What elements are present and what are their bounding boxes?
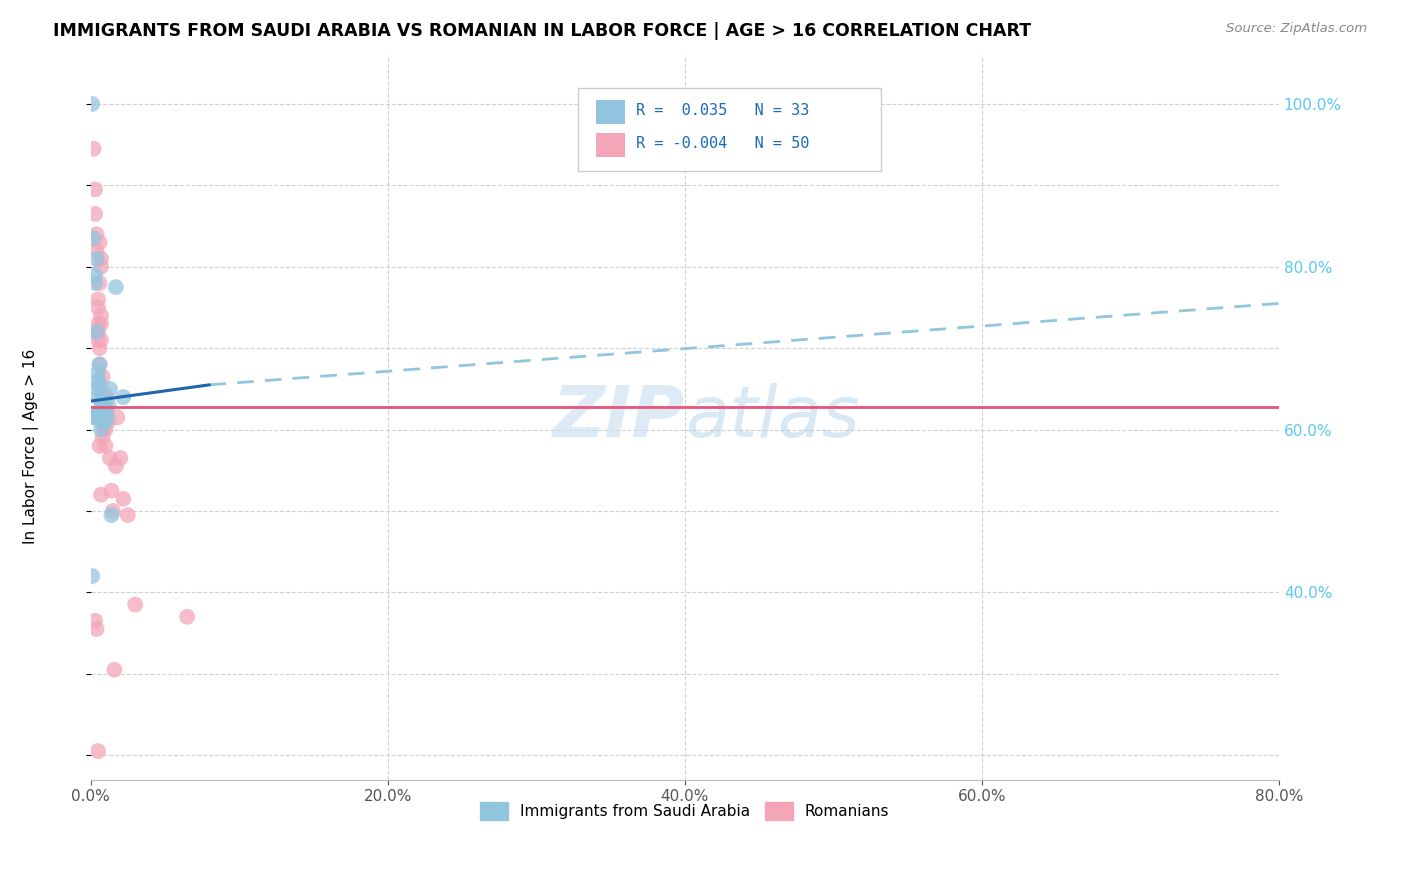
Point xyxy=(100,483,122,498)
Text: ZIP: ZIP xyxy=(553,383,685,452)
Point xyxy=(124,598,146,612)
FancyBboxPatch shape xyxy=(578,87,880,171)
Point xyxy=(86,252,108,266)
Point xyxy=(110,451,132,466)
Point xyxy=(90,252,112,266)
Point xyxy=(98,382,121,396)
Point xyxy=(87,333,110,347)
Point xyxy=(94,394,117,409)
Point xyxy=(86,325,108,339)
Point xyxy=(91,406,114,420)
Point xyxy=(91,394,114,409)
Point xyxy=(105,410,128,425)
Point xyxy=(83,410,105,425)
Point xyxy=(87,301,110,315)
Point xyxy=(83,142,105,156)
Point xyxy=(84,207,107,221)
Point xyxy=(84,410,107,425)
Point xyxy=(93,414,115,428)
Point xyxy=(90,410,112,425)
Point xyxy=(94,402,117,417)
FancyBboxPatch shape xyxy=(596,100,626,124)
Text: atlas: atlas xyxy=(685,383,859,452)
Text: In Labor Force | Age > 16: In Labor Force | Age > 16 xyxy=(22,349,39,543)
Point xyxy=(93,406,115,420)
Point xyxy=(84,182,107,196)
Point xyxy=(117,508,139,522)
Point xyxy=(112,390,135,404)
Point xyxy=(87,317,110,331)
Point xyxy=(91,398,114,412)
Point xyxy=(90,317,112,331)
Point xyxy=(93,406,115,420)
Point xyxy=(94,423,117,437)
Point xyxy=(90,488,112,502)
Text: Source: ZipAtlas.com: Source: ZipAtlas.com xyxy=(1226,22,1367,36)
Point xyxy=(112,491,135,506)
Point xyxy=(89,358,111,372)
Point xyxy=(93,394,115,409)
Point xyxy=(84,276,107,290)
Point xyxy=(101,504,124,518)
Point xyxy=(96,406,118,420)
Point xyxy=(84,268,107,282)
Point xyxy=(83,231,105,245)
Point xyxy=(90,260,112,274)
Point xyxy=(94,414,117,428)
Point xyxy=(96,390,118,404)
Text: R =  0.035   N = 33: R = 0.035 N = 33 xyxy=(636,103,810,118)
Text: R = -0.004   N = 50: R = -0.004 N = 50 xyxy=(636,136,810,151)
Point xyxy=(89,377,111,392)
Point xyxy=(87,293,110,307)
Point xyxy=(87,325,110,339)
Point xyxy=(84,614,107,628)
FancyBboxPatch shape xyxy=(596,133,626,157)
Point xyxy=(86,622,108,636)
Point xyxy=(89,439,111,453)
Point xyxy=(89,406,111,420)
Point xyxy=(104,459,127,474)
Point xyxy=(91,410,114,425)
Point xyxy=(96,410,118,425)
Point xyxy=(89,235,111,250)
Point xyxy=(98,451,121,466)
Legend: Immigrants from Saudi Arabia, Romanians: Immigrants from Saudi Arabia, Romanians xyxy=(474,796,896,826)
Point xyxy=(97,414,120,428)
Point xyxy=(91,369,114,384)
Point xyxy=(100,508,122,522)
Point xyxy=(90,394,112,409)
Point xyxy=(83,406,105,420)
Point xyxy=(93,423,115,437)
Point xyxy=(86,244,108,258)
Point xyxy=(91,414,114,428)
Text: IMMIGRANTS FROM SAUDI ARABIA VS ROMANIAN IN LABOR FORCE | AGE > 16 CORRELATION C: IMMIGRANTS FROM SAUDI ARABIA VS ROMANIAN… xyxy=(53,22,1032,40)
Point xyxy=(94,439,117,453)
Point xyxy=(89,358,111,372)
Point xyxy=(87,366,110,380)
Point xyxy=(90,423,112,437)
Point xyxy=(104,280,127,294)
Point xyxy=(86,227,108,242)
Point xyxy=(87,390,110,404)
Point xyxy=(89,341,111,355)
Point xyxy=(176,609,198,624)
Point xyxy=(90,333,112,347)
Point xyxy=(103,663,125,677)
Point xyxy=(89,276,111,290)
Point xyxy=(82,97,104,112)
Point xyxy=(87,382,110,396)
Point xyxy=(93,386,115,401)
Point xyxy=(94,414,117,428)
Point xyxy=(91,431,114,445)
Point xyxy=(82,569,104,583)
Point xyxy=(97,398,120,412)
Point xyxy=(87,374,110,388)
Point xyxy=(87,744,110,758)
Point xyxy=(90,309,112,323)
